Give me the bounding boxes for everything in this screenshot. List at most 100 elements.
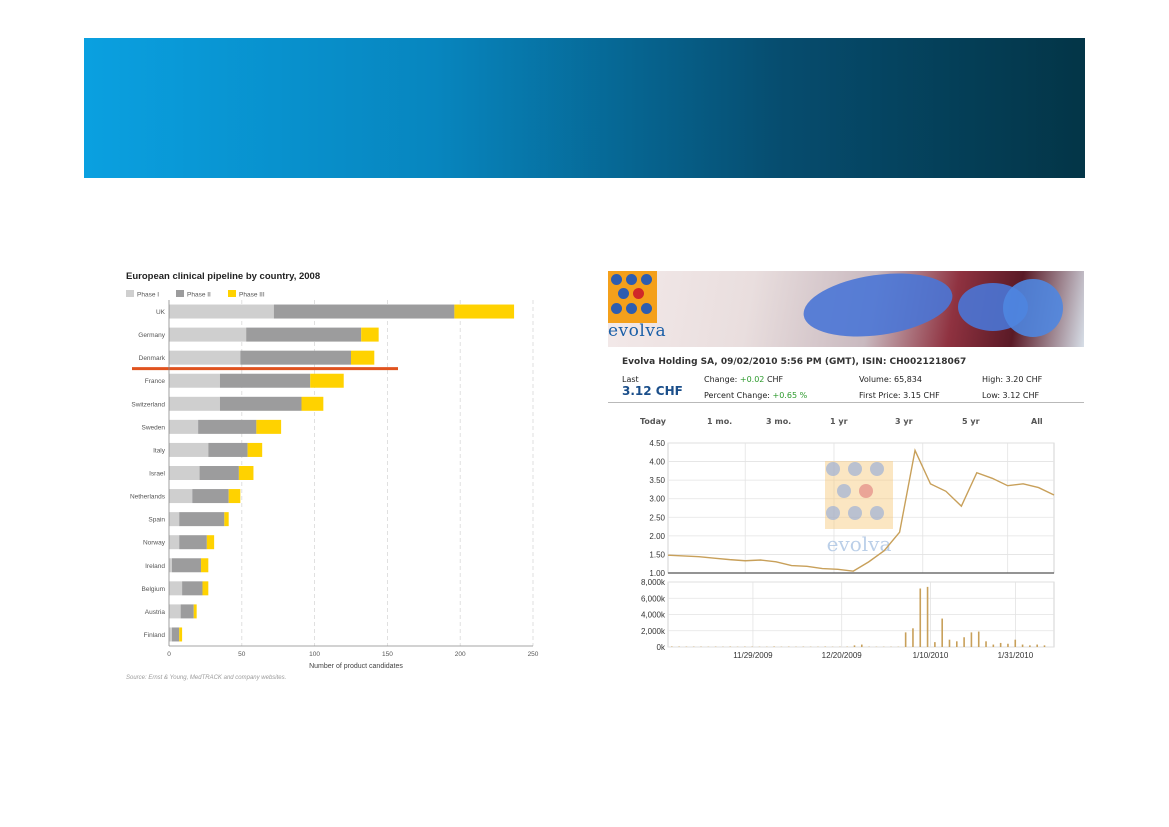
x-tick-label: 50 <box>238 651 246 658</box>
percent-change-label: Percent Change: <box>704 391 770 400</box>
bar-segment <box>201 558 209 573</box>
price-tick-label: 2.50 <box>649 513 665 522</box>
change-unit: CHF <box>766 375 784 384</box>
volume-bar <box>919 588 922 647</box>
bar-segment <box>171 558 202 573</box>
bar-segment <box>310 373 344 388</box>
volume-bar <box>948 639 951 647</box>
bar-segment <box>273 304 455 319</box>
legend-label: Phase I <box>137 292 159 299</box>
stock-header-image <box>608 271 1084 347</box>
volume-bar <box>861 644 863 647</box>
price-tick-label: 3.50 <box>649 476 665 485</box>
legend-label: Phase III <box>239 292 265 299</box>
change-value: +0.02 <box>739 375 765 384</box>
logo-dot <box>633 288 644 299</box>
change-label: Change: <box>704 375 738 384</box>
price-line <box>667 448 1055 572</box>
volume-tick-label: 6,000k <box>641 594 666 603</box>
tab-1-month[interactable]: 1 mo. <box>707 417 733 426</box>
volume-bar <box>904 632 907 647</box>
title-banner <box>84 38 1085 178</box>
change-field: Change: +0.02 CHF <box>704 375 783 384</box>
bar-segment <box>169 535 180 550</box>
price-tick-label: 1.50 <box>649 550 665 559</box>
price-tick-label: 3.00 <box>649 495 665 504</box>
bar-segment <box>182 581 203 596</box>
volume-tick-label: 4,000k <box>641 611 666 620</box>
volume-bar <box>1014 639 1017 647</box>
category-label: Israel <box>149 471 165 478</box>
bar-segment <box>169 512 180 527</box>
bar-segment <box>208 442 248 457</box>
bar-segment <box>171 627 180 642</box>
price-plot-area <box>667 442 1055 574</box>
bar-segment <box>169 396 220 411</box>
volume-bar <box>963 637 965 647</box>
watermark-text: evolva <box>827 532 892 556</box>
bar-segment <box>219 373 311 388</box>
bar-segment <box>219 396 302 411</box>
tab-all[interactable]: All <box>1031 417 1043 426</box>
price-tick-label: 4.50 <box>649 439 665 448</box>
volume-bar <box>912 628 914 647</box>
category-label: UK <box>156 309 166 316</box>
x-axis: 0 50 100 150 200 250 <box>167 300 539 658</box>
tab-1-year[interactable]: 1 yr <box>830 417 848 426</box>
bar-segment <box>256 419 282 434</box>
legend-swatch <box>176 290 184 297</box>
bar-segment <box>192 489 229 504</box>
divider <box>608 402 1084 403</box>
logo-dot <box>611 303 622 314</box>
chart-title: European clinical pipeline by country, 2… <box>126 271 320 282</box>
logo-dot <box>626 303 637 314</box>
chart-source: Source: Ernst & Young, MedTRACK and comp… <box>126 675 286 681</box>
bar-segment <box>454 304 515 319</box>
stock-charts-svg: 4.50 4.00 3.50 3.00 2.50 2.00 1.50 1.00 evolva 8,… <box>641 439 1055 660</box>
price-tick-label: 4.00 <box>649 458 665 467</box>
volume-bar <box>926 586 929 647</box>
bar-segment <box>179 512 225 527</box>
volume-bar <box>999 642 1002 647</box>
legend-swatch <box>228 290 236 297</box>
bar-segment <box>169 419 199 434</box>
bar-segment <box>169 350 241 365</box>
volume-bar <box>1043 645 1046 647</box>
category-label: Belgium <box>142 586 165 593</box>
bar-segment <box>169 489 193 504</box>
tab-3-months[interactable]: 3 mo. <box>766 417 792 426</box>
bar-segment <box>169 558 172 573</box>
tab-5-years[interactable]: 5 yr <box>962 417 980 426</box>
bar-segment <box>169 442 209 457</box>
bar-segment <box>206 535 215 550</box>
tab-3-years[interactable]: 3 yr <box>895 417 913 426</box>
first-price: First Price: 3.15 CHF <box>859 391 940 400</box>
volume-tick-label: 2,000k <box>641 627 666 636</box>
bar-segment <box>247 442 263 457</box>
x-tick-label: 250 <box>528 651 539 658</box>
glove-image <box>1003 279 1063 337</box>
bar-segment <box>179 627 183 642</box>
watermark-dot <box>870 462 884 476</box>
category-label: Denmark <box>139 355 166 362</box>
bar-segment <box>169 327 247 342</box>
percent-change-field: Percent Change: +0.65 % <box>704 391 807 400</box>
category-label: Finland <box>144 632 166 639</box>
tab-today[interactable]: Today <box>640 417 666 426</box>
volume-bar <box>992 644 995 647</box>
bar-segment <box>238 466 254 480</box>
date-tick-label: 1/31/2010 <box>998 651 1034 660</box>
bar-segment <box>198 419 257 434</box>
x-tick-label: 150 <box>382 651 393 658</box>
volume-bar <box>956 641 958 647</box>
bar-segment <box>246 327 362 342</box>
volume-bar <box>1021 644 1024 647</box>
bar-segment <box>169 466 200 480</box>
category-label: Germany <box>138 332 165 339</box>
category-label: Ireland <box>145 563 165 570</box>
logo-dot <box>641 303 652 314</box>
logo-dot <box>626 274 637 285</box>
last-label: Last <box>622 375 639 384</box>
volume: Volume: 65,834 <box>859 375 922 384</box>
category-label: Netherlands <box>130 494 166 501</box>
